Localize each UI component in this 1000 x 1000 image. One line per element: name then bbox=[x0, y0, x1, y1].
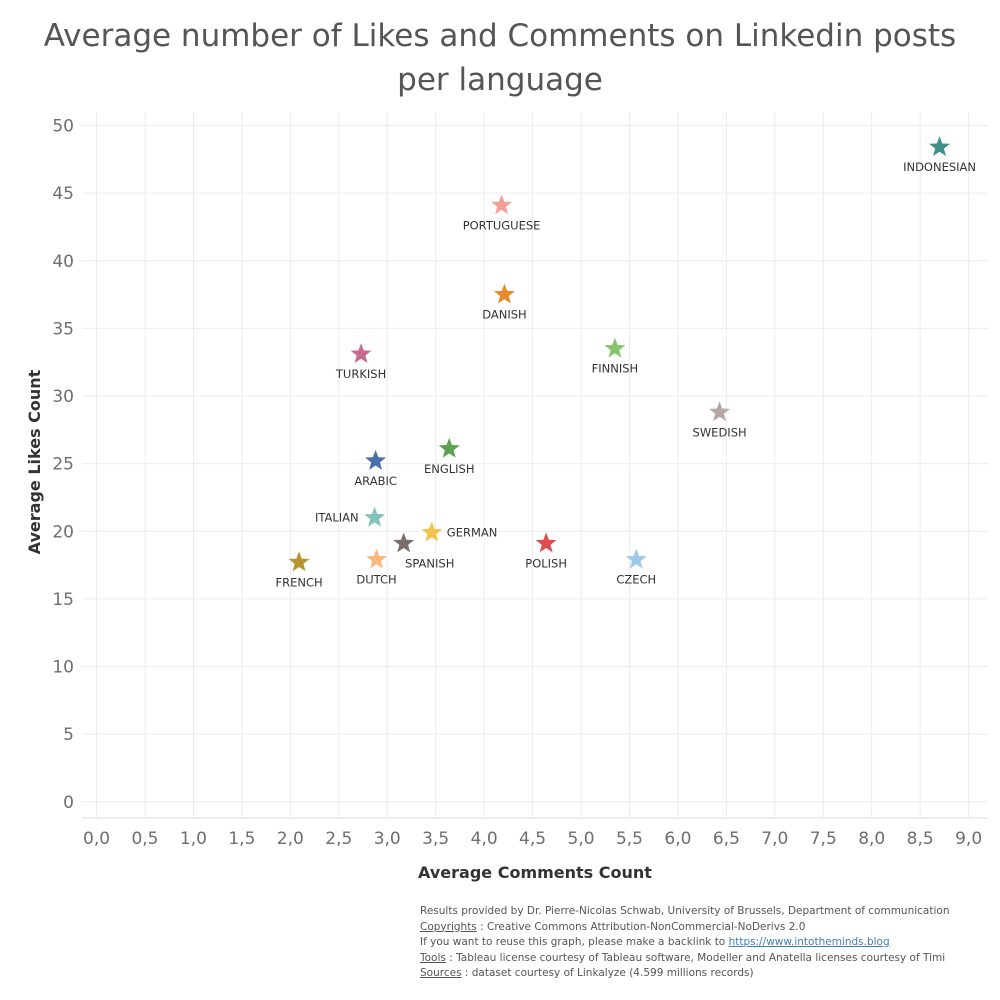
star-marker-spanish bbox=[393, 532, 415, 553]
chart-title: Average number of Likes and Comments on … bbox=[43, 18, 957, 98]
star-marker-swedish bbox=[709, 401, 731, 422]
point-label-finnish: FINNISH bbox=[592, 362, 639, 376]
point-label-english: ENGLISH bbox=[424, 462, 475, 476]
star-marker-arabic bbox=[365, 449, 387, 470]
y-tick-label: 0 bbox=[63, 793, 74, 813]
x-tick-label: 9,0 bbox=[955, 829, 982, 849]
point-label-swedish: SWEDISH bbox=[693, 425, 747, 439]
x-tick-label: 2,5 bbox=[325, 829, 352, 849]
point-label-dutch: DUTCH bbox=[356, 573, 396, 587]
x-tick-label: 4,0 bbox=[471, 829, 498, 849]
star-marker-french bbox=[288, 551, 310, 572]
star-marker-italian bbox=[364, 506, 386, 527]
point-label-arabic: ARABIC bbox=[354, 474, 397, 488]
point-label-polish: POLISH bbox=[525, 556, 567, 570]
x-tick-label: 0,5 bbox=[131, 829, 158, 849]
x-tick-label: 6,0 bbox=[664, 829, 691, 849]
point-label-french: FRENCH bbox=[275, 575, 322, 589]
data-points: INDONESIAN PORTUGUESE DANISH FINNISH TURKISH… bbox=[275, 136, 976, 589]
y-tick-label: 45 bbox=[52, 184, 74, 204]
x-tick-label: 7,5 bbox=[810, 829, 837, 849]
star-marker-dutch bbox=[366, 548, 388, 569]
point-label-czech: CZECH bbox=[616, 573, 656, 587]
x-axis-label: Average Comments Count bbox=[418, 863, 652, 882]
sources-text: : dataset courtesy of Linkalyze (4.599 m… bbox=[461, 967, 754, 979]
star-marker-danish bbox=[494, 283, 515, 304]
credits-block: Results provided by Dr. Pierre-Nicolas S… bbox=[420, 904, 990, 982]
point-label-portuguese: PORTUGUESE bbox=[463, 218, 541, 232]
star-marker-indonesian bbox=[929, 136, 951, 157]
y-tick-label: 25 bbox=[52, 455, 74, 475]
backlink-link[interactable]: https://www.intotheminds.blog bbox=[728, 936, 890, 948]
axis-ticks: 0,0 0,5 1,0 1,5 2,0 2,5 3,0 3,5 4,0 4,5 5,0 5,5 6,0 6… bbox=[52, 117, 982, 849]
x-tick-label: 5,5 bbox=[616, 829, 643, 849]
star-marker-finnish bbox=[604, 337, 626, 358]
y-tick-label: 15 bbox=[52, 590, 74, 610]
y-tick-label: 35 bbox=[52, 319, 74, 339]
credits-line-copyrights: Copyrights : Creative Commons Attributio… bbox=[420, 920, 990, 936]
credits-line-reuse: If you want to reuse this graph, please … bbox=[420, 935, 990, 951]
copyrights-text: : Creative Commons Attribution-NonCommer… bbox=[476, 920, 806, 933]
grid-lines bbox=[82, 112, 988, 819]
x-tick-label: 0,0 bbox=[83, 829, 110, 849]
star-marker-german bbox=[421, 521, 443, 542]
x-tick-label: 4,5 bbox=[519, 829, 546, 849]
y-tick-label: 40 bbox=[52, 252, 74, 272]
y-axis-label: Average Likes Count bbox=[25, 369, 44, 554]
x-tick-label: 8,5 bbox=[907, 829, 934, 849]
x-tick-label: 6,5 bbox=[713, 829, 740, 849]
point-label-german: GERMAN bbox=[447, 526, 498, 540]
star-marker-portuguese bbox=[491, 194, 513, 215]
point-label-danish: DANISH bbox=[482, 308, 526, 322]
y-tick-label: 50 bbox=[52, 117, 74, 137]
y-tick-label: 20 bbox=[52, 522, 74, 542]
x-tick-label: 1,5 bbox=[228, 829, 255, 849]
y-tick-label: 5 bbox=[63, 725, 74, 745]
x-tick-label: 8,0 bbox=[858, 829, 885, 849]
point-label-spanish: SPANISH bbox=[405, 556, 454, 570]
scatter-chart: 0,0 0,5 1,0 1,5 2,0 2,5 3,0 3,5 4,0 4,5 5,0 5,5 6,0 6… bbox=[25, 112, 988, 882]
point-label-turkish: TURKISH bbox=[335, 367, 386, 381]
x-tick-label: 3,5 bbox=[422, 829, 449, 849]
tools-text: : Tableau license courtesy of Tableau so… bbox=[445, 951, 946, 964]
tools-label: Tools bbox=[420, 951, 446, 964]
y-tick-label: 10 bbox=[52, 658, 74, 678]
y-tick-label: 30 bbox=[52, 387, 74, 407]
credits-line-results: Results provided by Dr. Pierre-Nicolas S… bbox=[420, 905, 950, 917]
reuse-text: If you want to reuse this graph, please … bbox=[420, 936, 729, 948]
credits-line-sources: Sources : dataset courtesy of Linkalyze … bbox=[420, 966, 990, 982]
x-tick-label: 7,0 bbox=[761, 829, 788, 849]
credits-line-tools: Tools : Tableau license courtesy of Tabl… bbox=[420, 951, 990, 967]
star-marker-polish bbox=[535, 532, 557, 553]
star-marker-turkish bbox=[350, 343, 372, 363]
x-tick-label: 5,0 bbox=[568, 829, 595, 849]
star-marker-czech bbox=[625, 548, 647, 569]
point-label-indonesian: INDONESIAN bbox=[903, 160, 976, 174]
sources-label: Sources bbox=[420, 967, 462, 979]
star-marker-english bbox=[438, 437, 460, 458]
x-tick-label: 3,0 bbox=[374, 829, 401, 849]
x-tick-label: 2,0 bbox=[277, 829, 304, 849]
x-tick-label: 1,0 bbox=[180, 829, 207, 849]
point-label-italian: ITALIAN bbox=[315, 511, 359, 525]
copyrights-label: Copyrights bbox=[420, 920, 477, 933]
